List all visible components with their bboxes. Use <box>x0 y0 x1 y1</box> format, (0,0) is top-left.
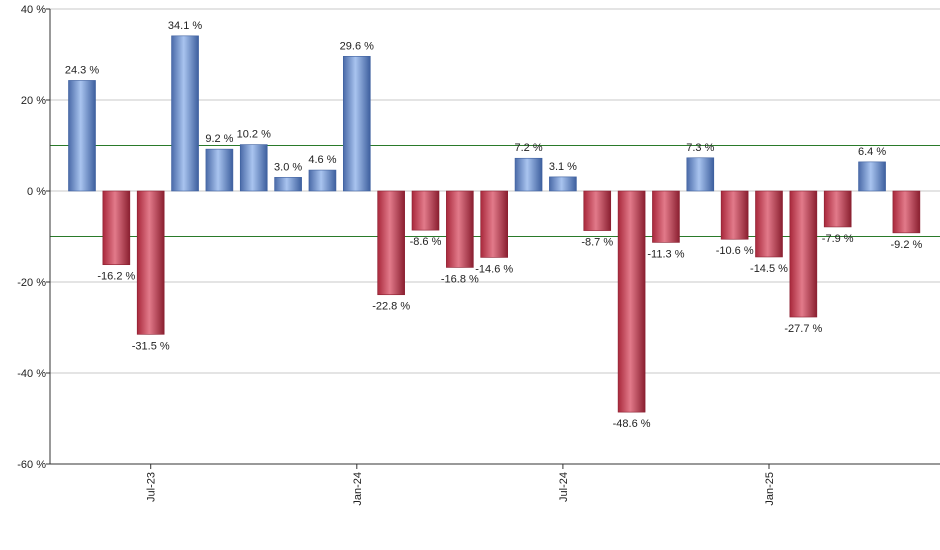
y-tick-label: 40 % <box>21 4 46 16</box>
x-tick-label: Jul-24 <box>558 472 570 502</box>
bar-negative <box>892 190 921 234</box>
bar-positive <box>858 161 886 192</box>
bar-negative <box>652 190 680 243</box>
y-tick-label: 0 % <box>27 186 46 198</box>
bar-negative <box>823 190 852 228</box>
data-labels: 24.3 % -16.2 % -31.5 % 34.1 % 9.2 % 10.2 % 3.0… <box>65 20 923 430</box>
data-label: -16.8 % <box>441 273 479 285</box>
data-label: 3.1 % <box>549 161 577 173</box>
data-label: -11.3 % <box>647 248 684 260</box>
bars <box>68 35 921 413</box>
bar-positive <box>549 176 577 192</box>
bar-positive <box>205 148 234 192</box>
data-label: -8.6 % <box>410 236 442 248</box>
bar-positive <box>308 169 337 192</box>
y-tick-label: -40 % <box>17 368 46 380</box>
bar-negative <box>755 190 783 258</box>
axes: 40 % 20 % 0 % -20 % -40 % -60 % Jul-23 Jan-24 Ju… <box>17 4 940 506</box>
data-label: 4.6 % <box>308 154 336 166</box>
y-tick-label: -60 % <box>17 459 46 471</box>
x-tick-label: Jan-24 <box>352 472 364 506</box>
x-tick-label: Jul-23 <box>146 472 158 502</box>
bar-negative <box>617 190 646 413</box>
data-label: -7.9 % <box>822 233 854 245</box>
bar-positive <box>686 157 715 192</box>
data-label: -10.6 % <box>716 245 754 257</box>
data-label: 7.2 % <box>514 142 542 154</box>
bar-negative <box>789 190 818 318</box>
bar-negative <box>102 190 131 266</box>
data-label: -31.5 % <box>132 340 170 352</box>
bar-positive <box>342 56 371 192</box>
bar-negative <box>446 190 474 268</box>
bar-negative <box>720 190 749 240</box>
data-label: -22.8 % <box>372 301 410 313</box>
data-label: 7.3 % <box>686 142 714 154</box>
bar-negative <box>411 190 440 231</box>
bar-positive <box>171 35 199 192</box>
data-label: 10.2 % <box>237 129 271 141</box>
data-label: -9.2 % <box>891 239 923 251</box>
bar-positive <box>68 80 96 192</box>
data-label: -27.7 % <box>784 323 822 335</box>
bar-negative <box>583 190 612 231</box>
data-label: 29.6 % <box>340 40 374 52</box>
data-label: -48.6 % <box>613 418 651 430</box>
bar-negative <box>480 190 509 258</box>
data-label: 24.3 % <box>65 64 99 76</box>
bar-positive <box>274 177 302 192</box>
bar-positive <box>239 144 268 192</box>
data-label: 9.2 % <box>205 133 233 145</box>
y-tick-label: -20 % <box>17 277 46 289</box>
bar-negative <box>136 190 165 335</box>
data-label: 6.4 % <box>858 146 886 158</box>
data-label: -8.7 % <box>581 237 613 249</box>
bar-positive <box>514 157 543 192</box>
data-label: -14.6 % <box>475 263 513 275</box>
data-label: 3.0 % <box>274 161 302 173</box>
data-label: -16.2 % <box>97 271 135 283</box>
data-label: -14.5 % <box>750 263 788 275</box>
bar-negative <box>377 190 405 296</box>
x-tick-label: Jan-25 <box>764 472 776 506</box>
y-tick-label: 20 % <box>21 95 46 107</box>
data-label: 34.1 % <box>168 20 202 32</box>
